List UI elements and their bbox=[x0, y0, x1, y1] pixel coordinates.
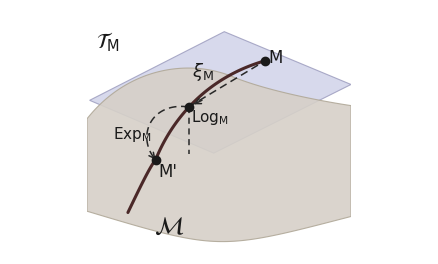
Text: $\mathrm{Log}_{\mathrm{M}}$: $\mathrm{Log}_{\mathrm{M}}$ bbox=[191, 108, 229, 127]
Text: $\mathcal{M}$: $\mathcal{M}$ bbox=[154, 215, 184, 239]
Text: $\mathrm{Exp}_{\mathrm{M}}$: $\mathrm{Exp}_{\mathrm{M}}$ bbox=[113, 125, 152, 144]
Text: $\mathcal{T}_{\mathrm{M}}$: $\mathcal{T}_{\mathrm{M}}$ bbox=[96, 30, 120, 54]
Polygon shape bbox=[90, 32, 351, 153]
Polygon shape bbox=[87, 68, 351, 242]
Text: M: M bbox=[268, 49, 283, 67]
Text: $\xi_{\mathrm{M}}$: $\xi_{\mathrm{M}}$ bbox=[192, 61, 214, 83]
Text: M': M' bbox=[159, 163, 178, 181]
